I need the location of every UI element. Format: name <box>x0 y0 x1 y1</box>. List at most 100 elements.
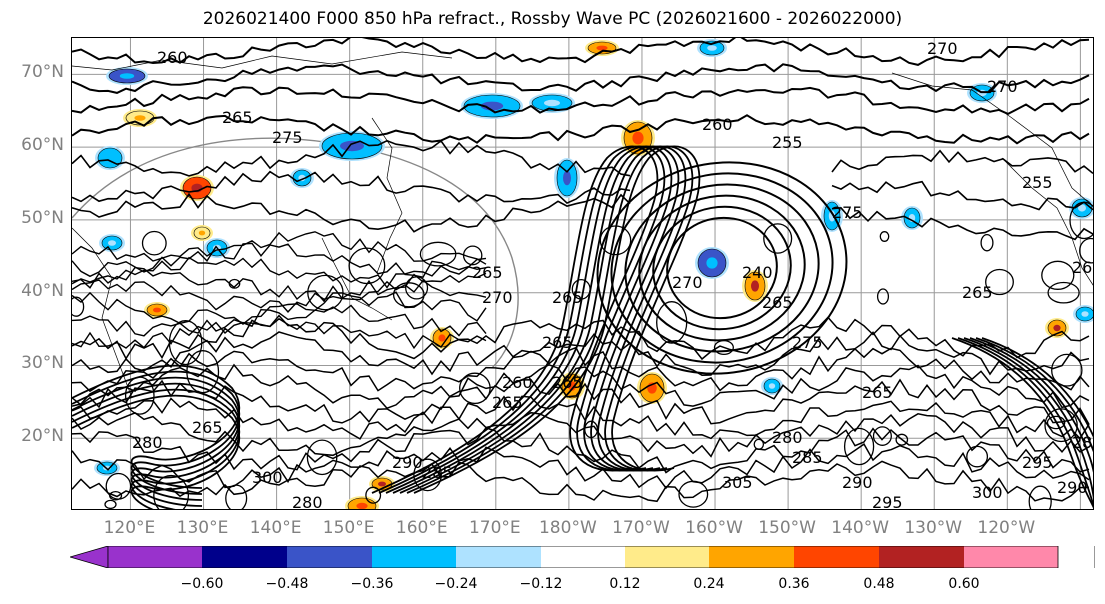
contour-label: 240 <box>742 263 773 282</box>
coastline <box>891 72 1093 207</box>
contour-cell <box>872 426 892 446</box>
lon-label: 170°W <box>612 518 670 538</box>
colorbar-tick-label: 0.24 <box>693 576 725 592</box>
contour-label: 290 <box>1057 478 1088 497</box>
contour-cell <box>186 350 220 394</box>
contour-cell <box>1051 353 1083 387</box>
anomaly-core <box>480 101 504 111</box>
contour-line <box>72 38 1090 66</box>
contour-ring <box>666 216 778 320</box>
colorbar-segment <box>794 546 879 568</box>
contour-line <box>72 427 1090 474</box>
contour-line <box>72 370 241 495</box>
anomaly-core <box>1053 324 1061 332</box>
coastline <box>321 237 393 321</box>
contour-line <box>72 376 241 501</box>
colorbar-tick-label: −0.24 <box>434 576 478 592</box>
contour-cell <box>713 339 734 356</box>
anomaly-core <box>153 307 161 313</box>
contour-label: 300 <box>972 483 1003 502</box>
contour-label: 280 <box>132 433 163 452</box>
contour-line <box>72 256 487 289</box>
coastlines <box>72 51 1093 399</box>
lon-label: 120°E <box>103 518 156 538</box>
contour-cell <box>153 474 190 509</box>
lat-label: 40°N <box>21 280 64 301</box>
contour-line <box>72 331 1090 376</box>
great-circle-arc <box>72 137 519 369</box>
contour-line <box>371 145 659 494</box>
contour-cell <box>365 486 382 504</box>
contour-cell <box>306 439 338 476</box>
colorbar-tick-label: 0.48 <box>863 576 895 592</box>
contour-cell <box>348 247 386 285</box>
contour-label: 285 <box>422 463 453 482</box>
contour-label: 285 <box>1072 433 1094 452</box>
lon-label: 150°W <box>758 518 816 538</box>
colorbar-segment <box>108 546 202 568</box>
contour-line <box>72 63 1090 94</box>
contour-label: 285 <box>792 448 823 467</box>
contour-cell <box>307 274 344 311</box>
anomaly-core <box>378 481 386 487</box>
colorbar-segment <box>287 546 372 568</box>
contour-line <box>975 337 1093 453</box>
lon-label: 150°E <box>322 518 375 538</box>
contour-ring <box>652 205 792 331</box>
lon-label: 160°W <box>685 518 743 538</box>
contour-line <box>981 337 1093 438</box>
contour-label: 265 <box>492 393 523 412</box>
contour-line <box>72 114 1090 145</box>
contour-label: 290 <box>842 473 873 492</box>
anomaly-core <box>706 257 718 269</box>
colorbar-segment <box>541 546 625 568</box>
contour-cell <box>656 301 688 344</box>
contour-line <box>406 145 694 494</box>
contour-label: 265 <box>962 283 993 302</box>
contour-cell <box>1069 201 1093 240</box>
contour-label: 265 <box>222 108 253 127</box>
contour-line <box>413 145 701 494</box>
contour-label: 265 <box>762 293 793 312</box>
colorbar-tick-label: −0.12 <box>519 576 563 592</box>
anomaly-core <box>768 383 776 389</box>
contour-label: 260 <box>502 373 533 392</box>
contour-label: 275 <box>792 333 823 352</box>
lat-label: 70°N <box>21 62 64 83</box>
lon-label: 140°W <box>831 518 890 538</box>
colorbar-tick-label: −0.36 <box>350 576 394 592</box>
contour-cell <box>462 245 483 266</box>
contour-cell <box>879 231 890 242</box>
contour-line <box>72 242 487 278</box>
contour-cell <box>228 278 241 289</box>
contour-line <box>831 180 1093 211</box>
lon-label: 130°E <box>176 518 229 538</box>
contour-line <box>72 231 487 265</box>
contour-cell <box>753 438 765 450</box>
map-frame[interactable]: 260 270 270 265 275 260 255 255 270 265 265 265 260 2… <box>71 37 1094 510</box>
contour-label: 280 <box>772 428 803 447</box>
contour-ring <box>638 194 806 342</box>
lon-label: 160°E <box>395 518 448 538</box>
contour-cell <box>966 445 989 468</box>
lat-label: 20°N <box>21 426 64 447</box>
colorbar-tick-label: 0.12 <box>609 576 641 592</box>
contour-cell <box>876 288 890 305</box>
contour-cell <box>1047 281 1080 304</box>
contour-ring <box>624 183 820 353</box>
contour-label: 265 <box>552 288 583 307</box>
contour-cell <box>168 320 203 366</box>
anomaly-core <box>707 45 717 51</box>
contour-cell <box>895 433 909 446</box>
contour-cell <box>1041 260 1075 290</box>
lon-label: 130°W <box>904 518 963 538</box>
contour-line <box>72 139 631 177</box>
contour-cell <box>599 225 632 256</box>
contour-line <box>72 192 631 233</box>
contour-line <box>72 460 1090 503</box>
anomaly-core <box>340 140 364 152</box>
anomaly-core <box>1081 311 1089 317</box>
contour-line <box>963 337 1093 500</box>
